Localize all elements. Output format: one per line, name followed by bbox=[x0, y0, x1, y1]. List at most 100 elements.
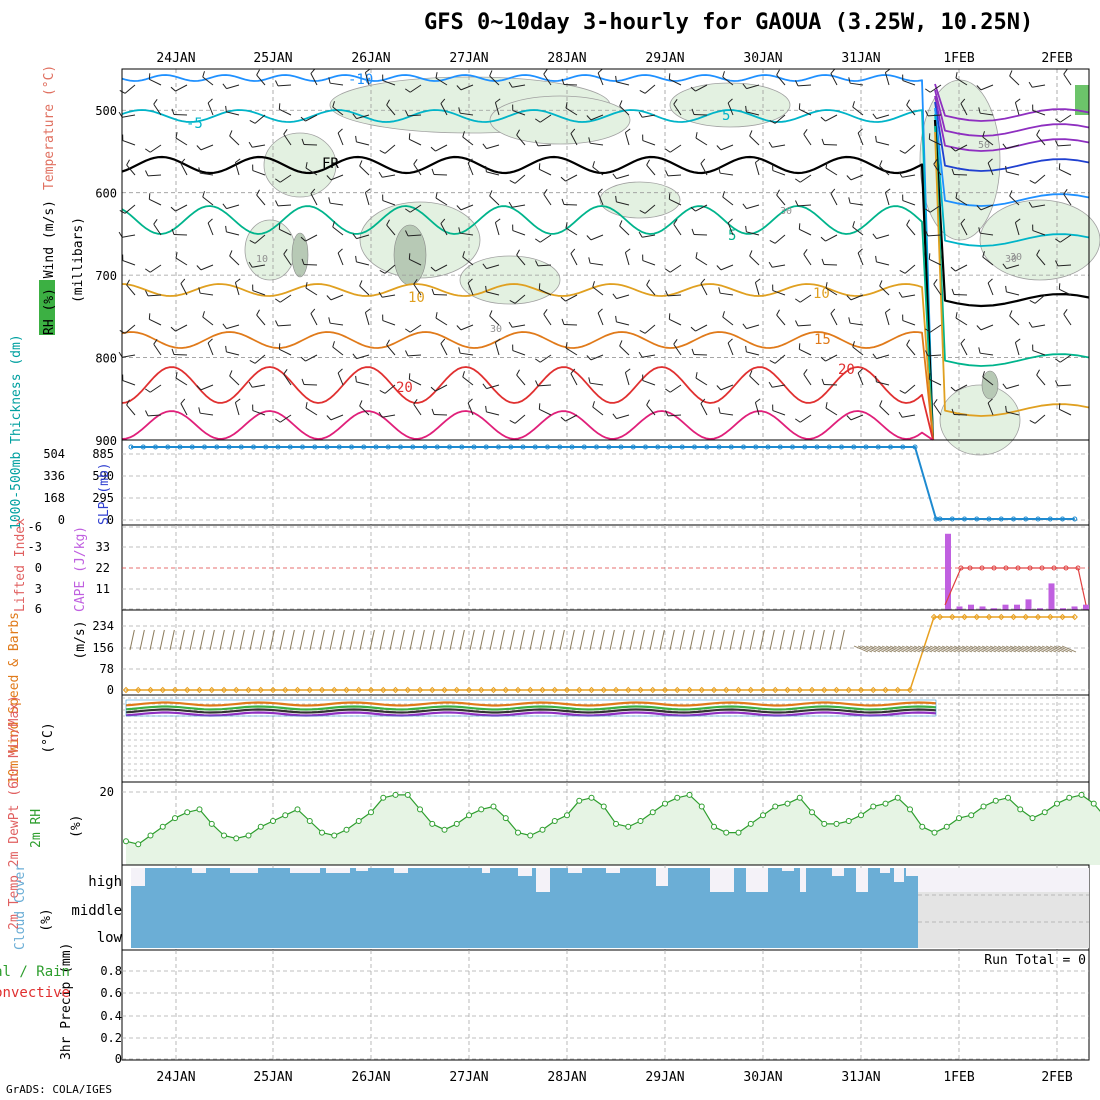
wind-barb-10m bbox=[901, 645, 917, 653]
wind-barb bbox=[386, 99, 390, 106]
wind-barb bbox=[852, 221, 855, 228]
wind-barb bbox=[337, 252, 344, 266]
rh-marker bbox=[1041, 809, 1048, 816]
wind-barb bbox=[718, 287, 721, 294]
y-tick-label: 336 bbox=[43, 469, 65, 483]
wind-barb bbox=[305, 407, 318, 416]
wind-barb bbox=[124, 324, 136, 334]
wind-barb bbox=[275, 418, 281, 423]
wind-barb bbox=[409, 204, 422, 213]
wind-barb bbox=[803, 129, 808, 135]
wind-barb bbox=[198, 287, 201, 294]
cape-bar bbox=[945, 533, 951, 610]
wind-barb bbox=[879, 160, 883, 167]
rh-marker bbox=[919, 823, 926, 830]
wind-barb bbox=[458, 227, 461, 234]
wind-barb bbox=[1009, 70, 1013, 77]
wind-barb-10m bbox=[799, 629, 805, 651]
wind-barb bbox=[1032, 230, 1046, 236]
thickness-line bbox=[131, 446, 1075, 520]
wind-barb bbox=[884, 312, 890, 326]
wind-barb bbox=[1006, 144, 1020, 150]
thickness-marker bbox=[1035, 516, 1041, 522]
cloud-high-gap bbox=[800, 868, 806, 892]
wind-barb bbox=[1002, 383, 1007, 389]
wind-barb bbox=[982, 256, 994, 266]
wind-barb bbox=[283, 253, 292, 266]
wind-barb-10m bbox=[1001, 645, 1017, 653]
wind-barb-10m bbox=[449, 629, 455, 651]
wind-barb-10m bbox=[579, 629, 585, 651]
wind-barb bbox=[275, 200, 279, 207]
wind-barb bbox=[440, 338, 446, 344]
wind-barb bbox=[669, 144, 682, 153]
wind-barb bbox=[539, 234, 552, 243]
wind-barb bbox=[508, 321, 513, 328]
wind-barb bbox=[356, 381, 370, 386]
rh-marker bbox=[466, 812, 472, 819]
wind-barb bbox=[933, 403, 942, 416]
rh-marker bbox=[760, 812, 766, 819]
cloud-high-gap bbox=[656, 868, 668, 886]
thickness-marker bbox=[312, 444, 318, 450]
wind-barb bbox=[305, 287, 318, 296]
wind-barb bbox=[825, 167, 838, 176]
wind-barb bbox=[1032, 84, 1046, 88]
rh-marker bbox=[490, 803, 497, 810]
wind-barb bbox=[929, 378, 942, 386]
wind-barb bbox=[229, 375, 240, 386]
ylabel-10m-wind: 10m Wind Speed & Barbs bbox=[7, 612, 22, 784]
wind-barb-10m bbox=[1009, 645, 1025, 653]
wind-barb bbox=[624, 372, 630, 386]
wind-barb bbox=[700, 398, 706, 404]
wind-barb bbox=[122, 260, 136, 266]
thickness-marker bbox=[275, 444, 281, 450]
wind-barb bbox=[1063, 69, 1068, 75]
rh-shade-area bbox=[459, 255, 561, 305]
wind-barb bbox=[495, 338, 501, 343]
wind-barb bbox=[145, 388, 151, 393]
wind-barb bbox=[929, 324, 942, 333]
wind-barb bbox=[226, 324, 240, 330]
wind-barb bbox=[482, 143, 487, 149]
wind-barb bbox=[1014, 342, 1020, 356]
wind-barb bbox=[310, 193, 318, 206]
wind-barb-10m bbox=[539, 629, 545, 651]
y-tick-label: 234 bbox=[92, 619, 114, 633]
x-tick-label-top: 24JAN bbox=[156, 51, 195, 66]
thickness-marker bbox=[875, 444, 881, 450]
wind-barb bbox=[797, 204, 812, 207]
wind-barb bbox=[409, 258, 422, 266]
wind-barb bbox=[799, 108, 812, 116]
wind-barb bbox=[207, 218, 213, 224]
wind-barb bbox=[876, 114, 890, 120]
y-tick-label: 0 bbox=[107, 513, 114, 527]
wind-barb bbox=[950, 266, 956, 272]
x-tick-label-top: 31JAN bbox=[841, 51, 880, 66]
wind-barb bbox=[482, 383, 487, 389]
wind-barb bbox=[175, 257, 188, 266]
rh-marker bbox=[368, 809, 374, 816]
wind-barb bbox=[933, 283, 942, 296]
wind-barb bbox=[413, 283, 422, 296]
wind-barb-10m bbox=[985, 645, 1001, 653]
wind-barb bbox=[1055, 380, 1059, 387]
wind-barb bbox=[1055, 238, 1061, 243]
wind-barb-10m bbox=[379, 629, 385, 651]
temperature-contour bbox=[121, 155, 935, 441]
rh-marker bbox=[257, 823, 264, 830]
wind-barb-10m bbox=[459, 629, 465, 651]
wind-barb bbox=[356, 234, 370, 240]
rh-shade-area bbox=[599, 181, 681, 219]
rh-marker bbox=[821, 820, 828, 827]
wind-barb bbox=[830, 73, 838, 86]
wind-barb-10m bbox=[329, 629, 335, 651]
wind-barb bbox=[590, 234, 604, 241]
wind-barb bbox=[695, 257, 708, 266]
wind-barb bbox=[769, 120, 776, 124]
wind-barb-10m bbox=[1029, 645, 1045, 653]
wind-barb bbox=[879, 280, 883, 287]
wind-barb bbox=[430, 146, 436, 152]
wind-barb bbox=[857, 248, 863, 254]
wind-barb bbox=[978, 347, 981, 354]
